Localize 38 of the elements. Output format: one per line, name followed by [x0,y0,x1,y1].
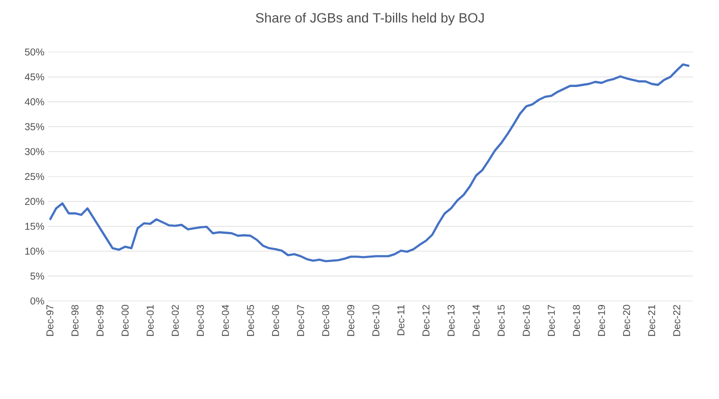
x-tick-label: Dec-00 [122,304,129,336]
x-tick-label: Dec-07 [297,305,304,336]
y-tick-label: 0% [30,297,44,305]
x-tick-label: Dec-03 [196,304,204,336]
x-tick-label: Dec-14 [472,304,480,336]
x-tick-label: Dec-13 [448,304,455,336]
x-tick-label: Dec-17 [548,305,555,336]
x-tick-label: Dec-08 [322,304,330,336]
x-tick-label: Dec-15 [498,304,505,336]
y-tick-label: 35% [24,123,44,130]
x-tick-label: Dec-11 [397,305,404,336]
y-tick-label: 50% [24,48,44,56]
y-tick-label: 40% [24,98,44,106]
x-tick-label: Dec-19 [598,304,606,336]
x-tick-label: Dec-22 [673,305,680,336]
x-tick-label: Dec-18 [572,304,580,336]
x-tick-label: Dec-02 [172,305,179,336]
y-tick-label: 10% [25,248,44,255]
y-tick-label: 20% [25,198,44,205]
y-tick-label: 30% [24,148,44,156]
x-tick-label: Dec-20 [623,304,630,336]
x-tick-label: Dec-05 [246,304,254,336]
x-tick-label: Dec-04 [222,304,229,336]
x-tick-label: Dec-12 [422,305,430,336]
x-tick-label: Dec-97 [46,305,54,336]
x-tick-label: Dec-06 [272,304,280,336]
chart-title: Share of JGBs and T-bills held by BOJ [256,12,484,26]
x-tick-label: Dec-98 [71,304,78,336]
y-tick-label: 45% [24,73,44,80]
y-tick-label: 15% [25,222,44,230]
x-tick-label: Dec-10 [372,304,380,336]
x-tick-label: Dec-01 [146,305,154,336]
x-tick-label: Dec-21 [648,305,656,336]
y-tick-label: 25% [25,172,44,180]
x-tick-label: Dec-09 [347,304,354,336]
x-tick-label: Dec-16 [522,304,530,336]
y-tick-label: 5% [30,272,44,280]
x-tick-label: Dec-99 [96,304,104,336]
